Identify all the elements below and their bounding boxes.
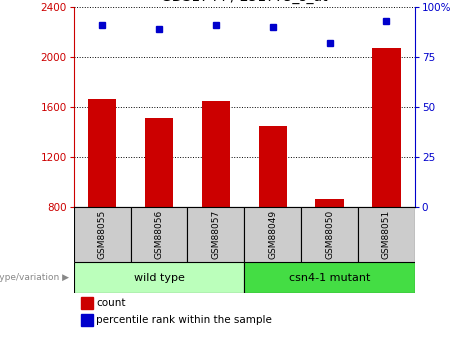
Bar [372, 48, 401, 307]
Bar [130, 207, 188, 262]
Bar [145, 118, 173, 307]
Bar [81, 297, 93, 309]
Bar [74, 207, 130, 262]
Bar [315, 199, 344, 307]
Bar [81, 314, 93, 326]
Text: GSM88055: GSM88055 [98, 210, 106, 259]
Text: GSM88051: GSM88051 [382, 210, 391, 259]
Bar [244, 207, 301, 262]
Text: GSM88050: GSM88050 [325, 210, 334, 259]
Text: csn4-1 mutant: csn4-1 mutant [289, 273, 370, 283]
Text: count: count [96, 298, 125, 308]
Bar [201, 101, 230, 307]
Bar [74, 262, 244, 293]
Text: genotype/variation ▶: genotype/variation ▶ [0, 273, 69, 282]
Text: GSM88056: GSM88056 [154, 210, 164, 259]
Text: percentile rank within the sample: percentile rank within the sample [96, 315, 272, 325]
Text: GSM88057: GSM88057 [212, 210, 220, 259]
Title: GDS1744 / 251775_s_at: GDS1744 / 251775_s_at [161, 0, 328, 4]
Bar [358, 207, 415, 262]
Bar [188, 207, 244, 262]
Bar [301, 207, 358, 262]
Text: wild type: wild type [134, 273, 184, 283]
Bar [244, 262, 415, 293]
Bar [88, 99, 116, 307]
Text: GSM88049: GSM88049 [268, 210, 277, 259]
Bar [259, 126, 287, 307]
